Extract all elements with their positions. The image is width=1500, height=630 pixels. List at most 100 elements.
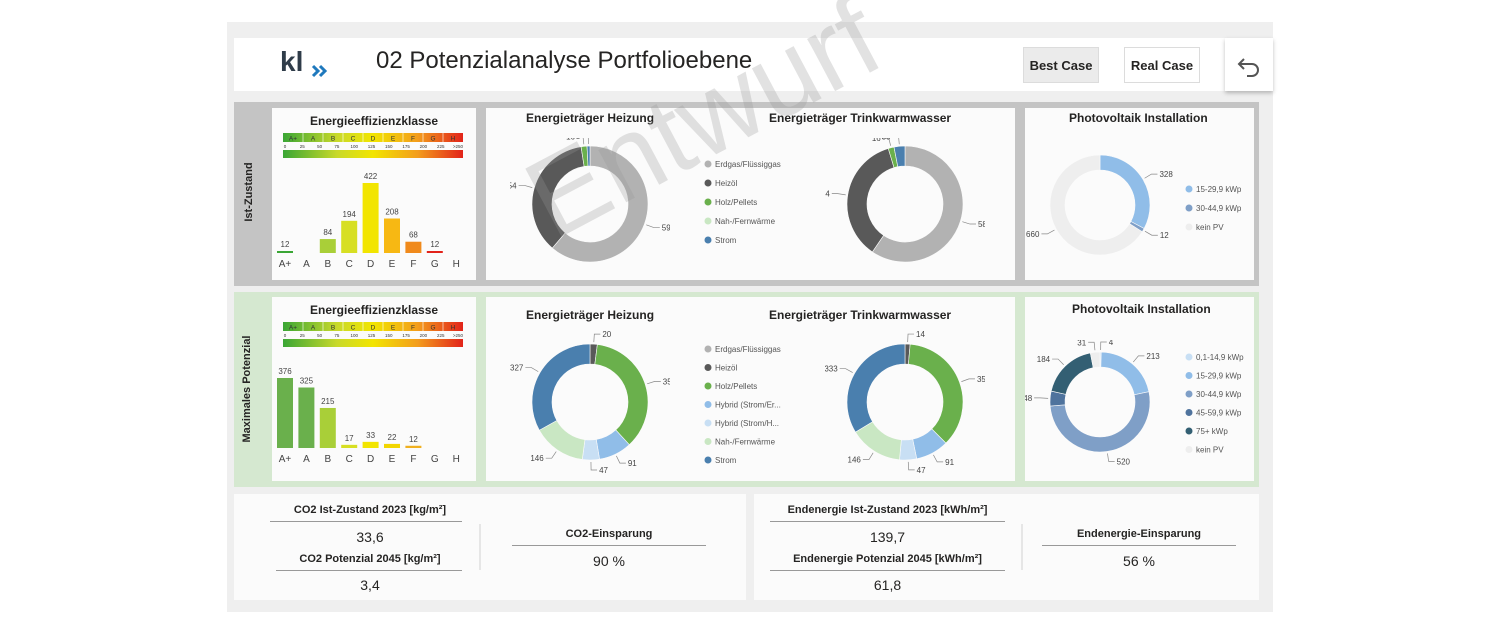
efficiency-bar-chart: 12 A+ A 84 B 194 C 422 D 208 E 68 F 12 G H [277,172,460,270]
donut-chart: 4 213 520 48 184 31 [1025,340,1160,466]
donut-slice [908,343,964,444]
donut-slice [1049,154,1143,256]
scale-class-label: C [351,136,356,143]
x-tick-label: H [453,454,460,465]
leader-line [582,138,585,145]
data-label: 16 [566,138,575,141]
leader-line [898,138,900,145]
legend-label: 15-29,9 kWp [1196,372,1242,381]
down-arrow-icon [1021,524,1023,570]
donut-slice [551,145,649,263]
scale-tick-label: 100 [350,333,358,338]
legend-marker [1185,427,1193,435]
legend-label: Nah-/Fernwärme [715,217,776,226]
leader-line [1144,173,1158,179]
bar [405,241,422,253]
kpi-value: 90 % [593,553,625,569]
legend-label: 30-44,9 kWp [1196,204,1242,213]
chart-title: Energieträger Heizung [526,111,655,125]
row-label-max: Maximales Potenzial [241,335,253,443]
svg-text:kl: kl [280,46,303,77]
x-tick-label: H [453,259,460,270]
leader-line [646,224,660,228]
legend-label: Holz/Pellets [715,382,757,391]
data-label: 14 [916,330,925,339]
kpi-value: 61,8 [873,577,902,593]
data-label: 12 [409,435,418,444]
kpi-label: CO2 Potenzial 2045 [kg/m²] [299,553,441,565]
donut-slice [893,145,906,168]
data-label: 91 [945,458,954,467]
kpi-value: 56 % [1123,553,1155,569]
data-label: 422 [364,172,378,181]
bar [362,183,379,253]
legend-label: Hybrid (Strom/Er... [715,401,781,410]
energy-kpi-card [754,494,1259,600]
leader-line [616,455,626,464]
real-case-button[interactable]: Real Case [1124,47,1200,83]
data-label: 328 [1159,170,1173,179]
data-label: 327 [510,364,524,373]
donut-slice [1099,154,1151,229]
scale-bar [283,339,463,347]
kpi-label: CO2-Einsparung [565,528,653,540]
legend-marker [704,236,712,244]
data-label: 4 [1109,340,1114,347]
donut-chart: 588 354 1630 [825,138,985,263]
donut-chart: 20 357 91 47 146 327 [510,330,670,475]
leader-line [907,461,915,471]
x-tick-label: D [367,454,374,465]
x-tick-label: C [346,454,353,465]
data-label: 333 [825,365,838,374]
legend-marker [704,382,712,390]
leader-line [882,138,891,146]
best-case-button[interactable]: Best Case [1023,47,1099,83]
leader-line [593,333,601,343]
x-tick-label: A [303,259,310,270]
data-label: 357 [663,377,670,386]
legend-marker [1185,204,1193,212]
legend-label: Holz/Pellets [715,198,757,207]
leader-line [933,454,944,463]
chart-title: Photovoltaik Installation [1069,111,1208,125]
scale-class-label: A+ [289,136,297,143]
scale-class-label: H [451,136,456,143]
scale-tick-label: 125 [368,144,376,149]
co2-kpi-card [234,494,746,600]
donut-chart: 14 357 91 47 146 333 [825,330,985,475]
donut-slice [846,148,895,253]
scale-tick-label: 175 [402,144,410,149]
x-tick-label: C [346,259,353,270]
leader-line [1088,341,1096,351]
data-label: 47 [917,466,926,475]
bar [298,387,315,448]
bar [405,445,422,448]
leader-line [647,381,661,385]
divider [1042,545,1236,546]
legend-marker [1185,223,1193,231]
scale-tick-label: 75 [334,144,340,149]
legend-marker [704,419,712,427]
legend-marker [704,401,712,408]
scale-tick-label: 75 [334,333,340,338]
scale-tick-label: >250 [453,144,464,149]
scale-class-label: E [391,136,396,143]
scale-class-label: D [371,325,376,332]
data-label: 146 [848,456,862,465]
bar [341,444,358,448]
legend-marker [1185,372,1193,379]
data-label: 22 [388,433,397,442]
leader-line [1133,355,1145,363]
efficiency-scale: A+ A B C D E F G H 0 25 50 75 100 125 150 175 200 225 >250 [283,322,464,347]
leader-line [525,367,539,372]
data-label: 48 [1025,394,1033,403]
x-tick-label: F [410,454,416,465]
scale-tick-label: 225 [437,144,445,149]
leader-line [862,452,874,460]
leader-line [1052,358,1064,366]
back-button[interactable] [1225,38,1273,91]
legend-marker [704,198,712,206]
kpi-value: 33,6 [356,529,384,545]
scale-class-label: A [311,136,316,143]
bar [384,218,400,253]
